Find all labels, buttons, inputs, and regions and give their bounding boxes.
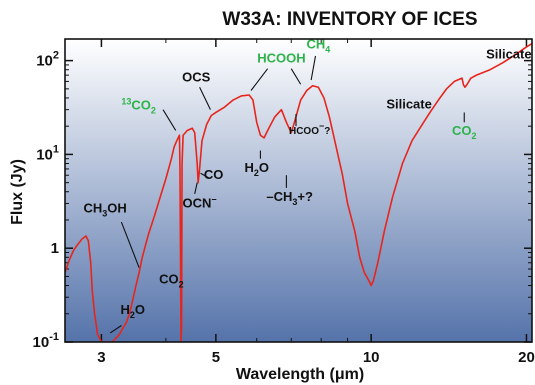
x-tick-label-1: 5 [212,349,220,366]
annotation-ch3oh: CH3OH [83,201,126,219]
leader-co2-13-line [162,109,177,131]
leader-ocs-line [199,87,211,110]
y-axis-label: Flux (Jy) [9,159,26,225]
annotation-co2-bottom: CO2 [159,272,184,290]
annotation-silicate-mid: Silicate [386,96,432,111]
leader-ocn-line [194,182,198,194]
y-tick-label-0: 10-1 [33,331,59,351]
annotation-silicate-top: Silicate [486,47,532,62]
leader-hcooh-line-b [290,68,302,85]
leader-h2o-bottom-line [109,325,122,334]
annotation-co: CO [204,167,224,182]
leader-ch4-line [310,55,317,81]
annotation-ch4: CH4 [306,36,330,54]
y-tick-labels: 10-1 1 101 102 [33,50,59,351]
annotation-co2-15: CO2 [452,123,477,141]
leader-lines [109,55,465,334]
annotation-ch3-plus: –CH3+? [266,189,313,207]
x-tick-label-2: 10 [363,349,380,366]
series-line-0 [65,42,532,342]
annotation-hcoo-minus: HCOO−? [289,121,330,137]
annotation-h2o-6: H2O [244,160,269,178]
plot-background [65,39,532,342]
leader-hcooh-line-a [250,68,269,91]
plot-frame [64,38,533,343]
leader-ch3oh-line [120,221,140,268]
leader-co-line [200,172,210,179]
x-tick-label-3: 20 [518,349,535,366]
x-axis-label: Wavelength (μm) [236,366,364,383]
chart-title: W33A: INVENTORY OF ICES [222,9,477,30]
annotation-ocn-minus: OCN− [183,195,217,211]
y-tick-label-3: 102 [36,50,59,70]
annotation-ocs: OCS [182,69,211,84]
series-group [65,42,532,342]
x-tick-label-0: 3 [97,349,105,366]
annotation-title-co2-13: 13CO2 [121,97,156,116]
annotation-hcooh: HCOOH [257,51,305,66]
x-tick-labels: 3 5 10 20 [97,349,535,366]
y-tick-label-2: 101 [36,143,59,163]
annotation-h2o-bottom: H2O [120,302,145,320]
y-tick-label-1: 1 [51,240,59,257]
